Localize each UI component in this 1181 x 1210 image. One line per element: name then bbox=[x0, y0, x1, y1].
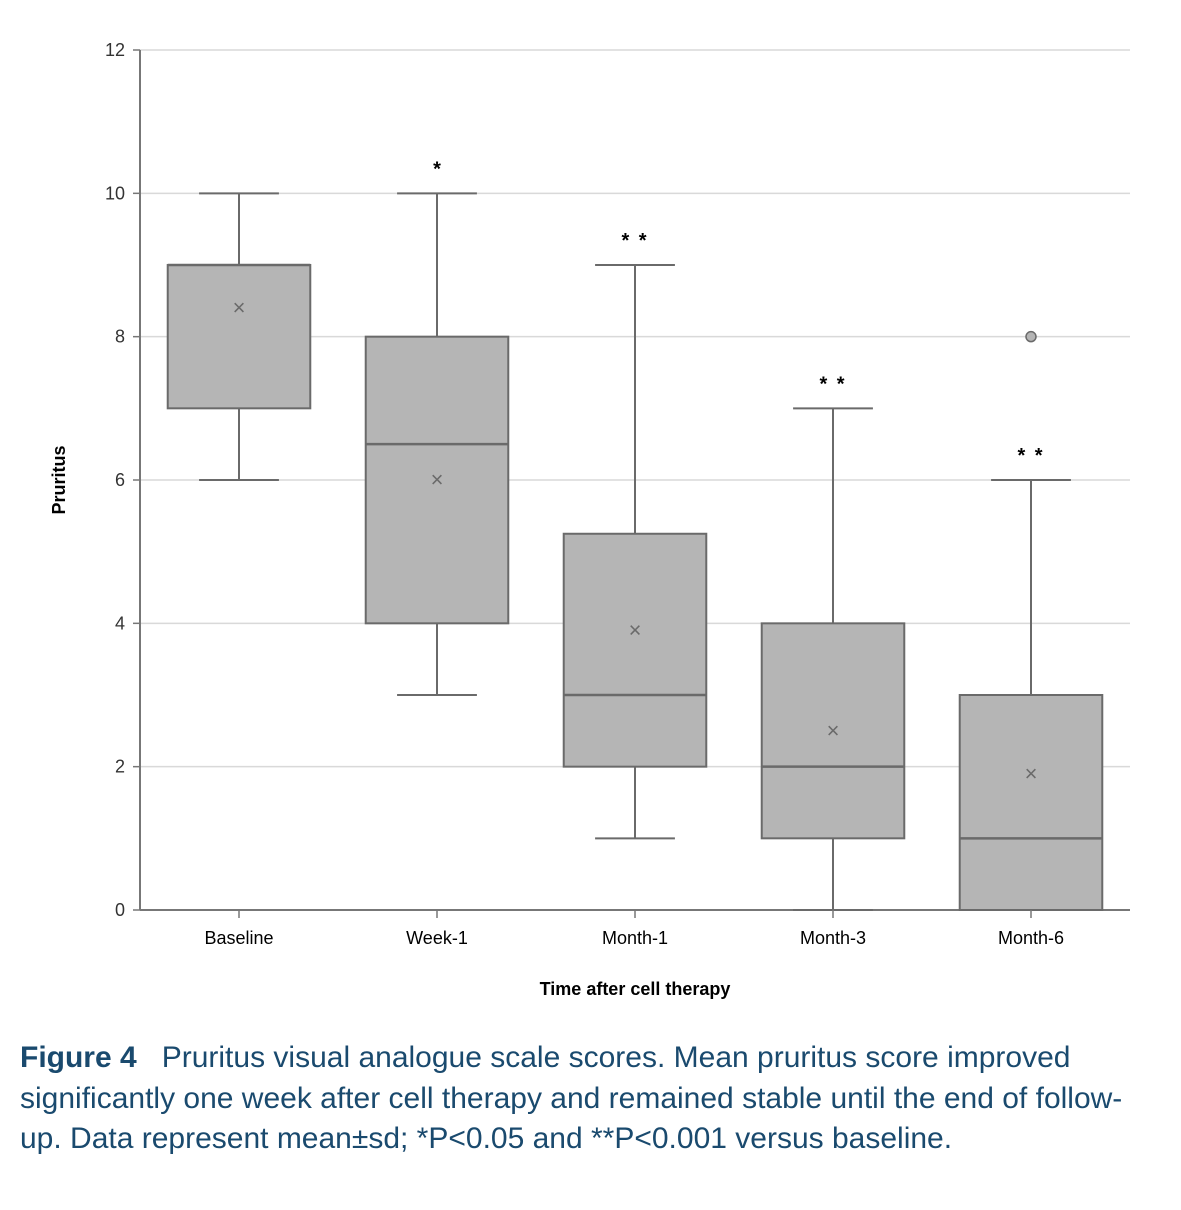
svg-text:Month-6: Month-6 bbox=[998, 928, 1064, 948]
svg-text:2: 2 bbox=[115, 757, 125, 777]
svg-text:* *: * * bbox=[621, 230, 648, 252]
svg-text:* *: * * bbox=[819, 373, 846, 395]
svg-text:Month-1: Month-1 bbox=[602, 928, 668, 948]
svg-text:12: 12 bbox=[105, 40, 125, 60]
svg-text:0: 0 bbox=[115, 900, 125, 920]
boxplot-chart: 0 2 4 6 8 10 12 Pruritus × Baseline × * Week-1 × * * Mo… bbox=[20, 20, 1161, 1020]
figure-caption-text: Pruritus visual analogue scale scores. M… bbox=[20, 1041, 1122, 1155]
svg-text:4: 4 bbox=[115, 613, 125, 633]
svg-text:10: 10 bbox=[105, 183, 125, 203]
svg-text:8: 8 bbox=[115, 327, 125, 347]
svg-text:×: × bbox=[629, 618, 642, 643]
figure-container: 0 2 4 6 8 10 12 Pruritus × Baseline × * Week-1 × * * Mo… bbox=[20, 20, 1161, 1160]
svg-text:6: 6 bbox=[115, 470, 125, 490]
svg-text:*: * bbox=[433, 158, 441, 180]
svg-text:Week-1: Week-1 bbox=[406, 928, 468, 948]
svg-text:Pruritus: Pruritus bbox=[49, 445, 69, 514]
svg-text:×: × bbox=[827, 718, 840, 743]
svg-text:* *: * * bbox=[1017, 445, 1044, 467]
svg-text:Time after cell therapy: Time after cell therapy bbox=[540, 979, 731, 999]
svg-text:Baseline: Baseline bbox=[204, 928, 273, 948]
figure-caption: Figure 4 Pruritus visual analogue scale … bbox=[20, 1038, 1161, 1160]
svg-text:×: × bbox=[233, 295, 246, 320]
figure-label: Figure 4 bbox=[20, 1041, 137, 1074]
svg-text:×: × bbox=[431, 467, 444, 492]
svg-text:Month-3: Month-3 bbox=[800, 928, 866, 948]
svg-text:×: × bbox=[1025, 761, 1038, 786]
chart-svg: 0 2 4 6 8 10 12 Pruritus × Baseline × * Week-1 × * * Mo… bbox=[20, 20, 1161, 1020]
